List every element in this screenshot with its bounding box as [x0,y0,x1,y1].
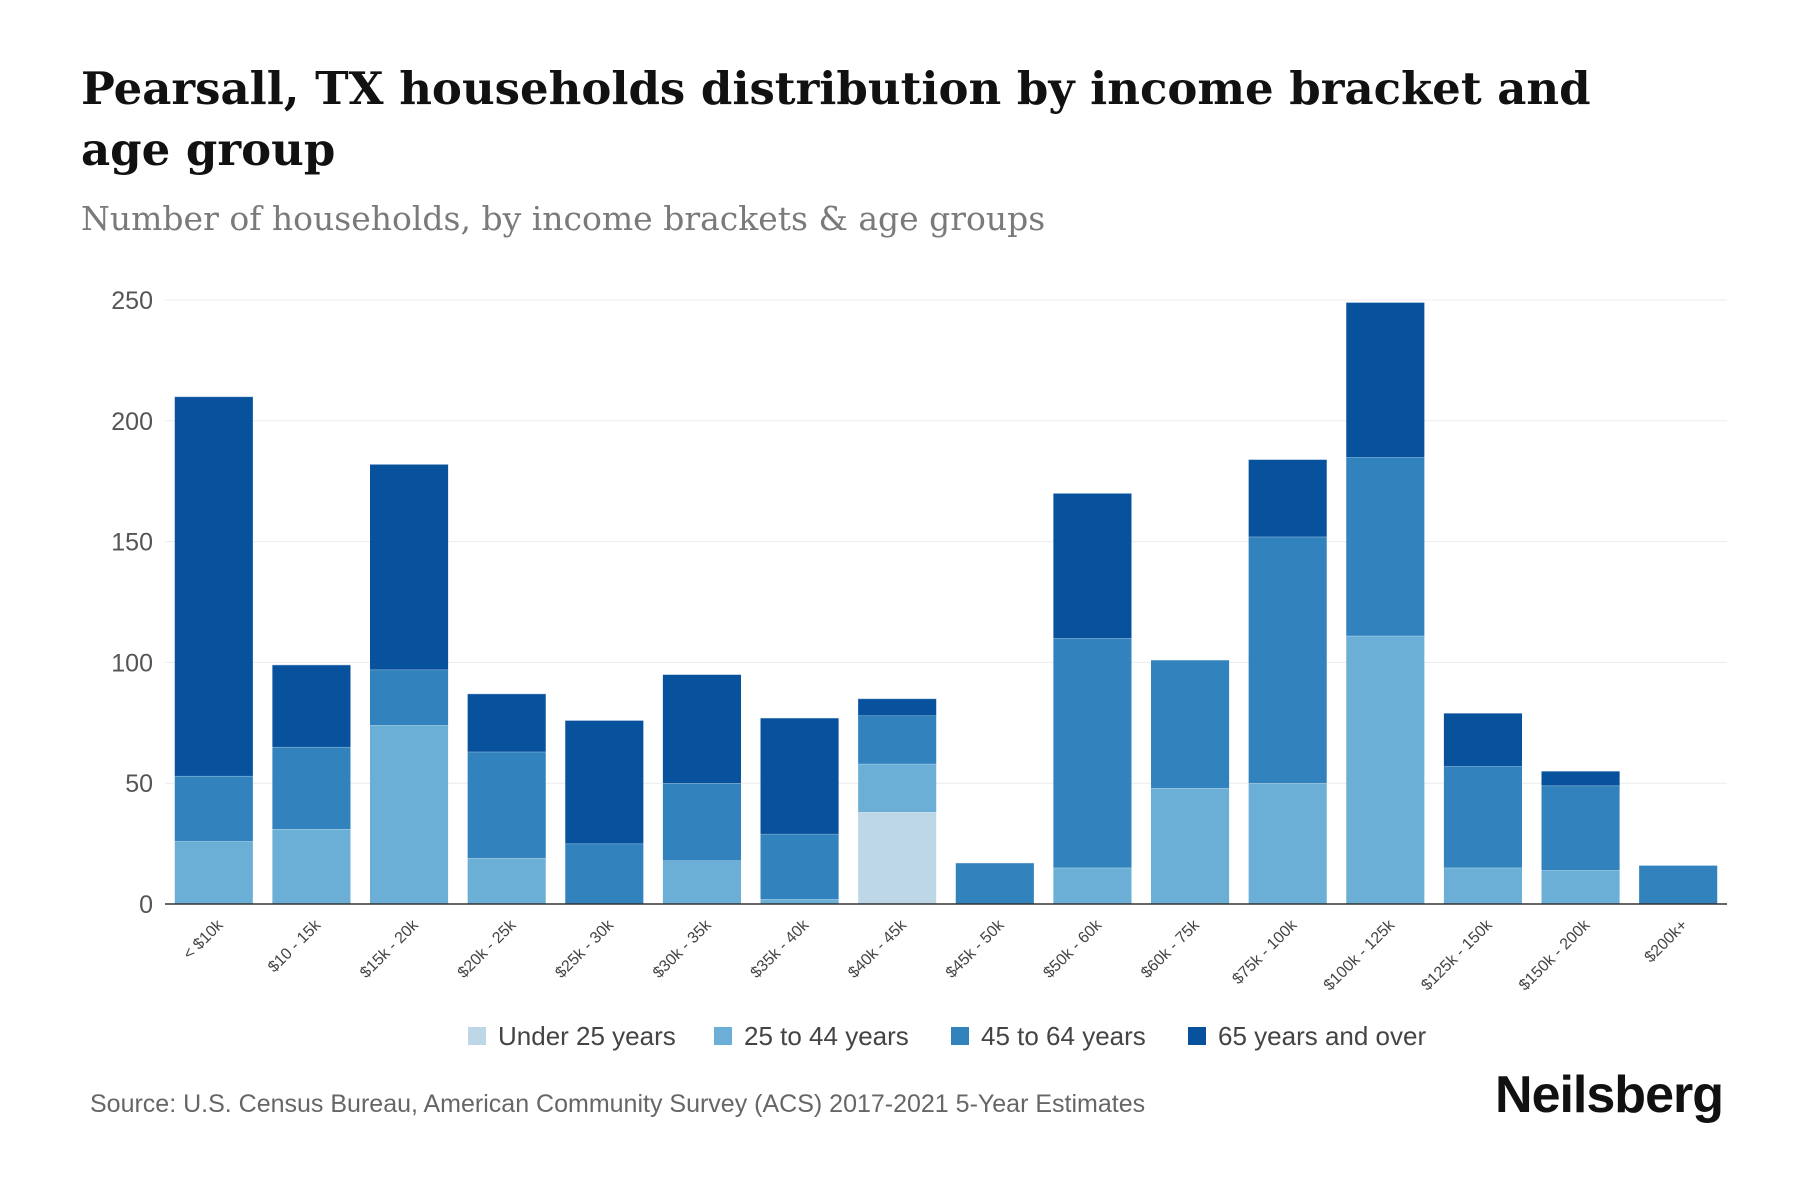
bar-segment [1346,302,1425,458]
bar-segment [1443,766,1522,868]
x-tick-label: $25k - 30k [552,916,618,982]
y-tick-label: 150 [111,529,153,557]
bar-segment [174,396,253,776]
bar-segment [1151,659,1230,789]
y-tick-label: 200 [111,408,153,436]
legend-item: 25 to 44 years [714,1021,909,1051]
bar-segment [370,725,449,904]
bar-segment [1053,493,1132,639]
bar-segment [760,833,839,900]
bar-segment [1248,783,1327,904]
x-tick-label: $45k - 50k [943,916,1009,982]
bar-segment [565,843,644,904]
bar-segment [760,717,839,834]
bars [174,301,1718,904]
y-tick-label: 100 [111,649,153,677]
x-tick-label: $40k - 45k [845,916,911,982]
x-tick-label: < $10k [180,916,227,963]
x-axis: < $10k $10 - 15k $15k - 20k $20k - 25k $25k … [165,903,1727,994]
bar-segment [1443,713,1522,767]
bar-segment [1443,867,1522,904]
bar-segment [1541,785,1620,871]
bar-segment [1248,459,1327,537]
x-tick-label: $150k - 200k [1516,916,1594,994]
legend-swatch [1188,1027,1206,1045]
bar-segment [370,464,449,670]
chart-subtitle: Number of households, by income brackets… [81,199,1046,238]
x-tick-label: $10 - 15k [265,916,325,976]
legend-swatch [714,1027,732,1045]
bar-segment [858,812,937,904]
y-tick-label: 250 [111,287,153,315]
bar-segment [1151,788,1230,904]
legend-item: 65 years and over [1188,1021,1426,1051]
bar-segment [467,858,546,904]
bar-segment [1053,638,1132,868]
bar-segment [467,693,546,752]
x-tick-label: $35k - 40k [748,916,814,982]
y-tick-label: 50 [125,770,153,798]
bar-segment [174,775,253,842]
y-tick-label: 0 [139,891,153,919]
bar-segment [174,841,253,904]
bar-segment [662,860,741,904]
bar-segment [662,674,741,784]
bar-segment [565,720,644,844]
brand-logo: Neilsberg [1495,1066,1724,1124]
bar-segment [1541,870,1620,904]
bar-segment [858,715,937,764]
x-tick-label: $125k - 150k [1418,916,1496,994]
x-tick-label: $15k - 20k [357,916,423,982]
x-tick-label: $60k - 75k [1138,916,1204,982]
bar-segment [272,664,351,747]
chart-title: Pearsall, TX households distribution by … [81,62,1591,176]
bar-segment [1541,771,1620,786]
legend-label: Under 25 years [498,1021,676,1051]
bar-segment [1346,635,1425,904]
y-axis: 0 50 100 150 200 250 [111,287,153,919]
legend-swatch [951,1027,969,1045]
bar-segment [1346,457,1425,636]
legend-item: Under 25 years [468,1021,676,1051]
bar-segment [272,829,351,904]
bar-segment [370,669,449,726]
legend-label: 25 to 44 years [744,1021,909,1051]
x-tick-label: $75k - 100k [1229,916,1301,988]
legend-item: 45 to 64 years [951,1021,1146,1051]
x-tick-label: $30k - 35k [650,916,716,982]
bar-segment [662,783,741,861]
x-tick-label: $50k - 60k [1040,916,1106,982]
bar-segment [1248,536,1327,784]
bar-segment [955,862,1034,904]
source-note: Source: U.S. Census Bureau, American Com… [90,1090,1146,1118]
legend: Under 25 years 25 to 44 years 45 to 64 yea… [468,1021,1426,1051]
bar-segment [272,746,351,830]
bar-segment [760,899,839,904]
bar-segment [1639,865,1718,904]
x-tick-label: $20k - 25k [455,916,521,982]
legend-label: 65 years and over [1218,1021,1426,1051]
x-tick-label: $100k - 125k [1321,916,1399,994]
legend-label: 45 to 64 years [981,1021,1146,1051]
x-tick-label: $200k+ [1642,917,1691,966]
bar-segment [1053,867,1132,904]
legend-swatch [468,1027,486,1045]
bar-segment [467,751,546,859]
bar-segment [858,763,937,813]
bar-segment [858,698,937,716]
